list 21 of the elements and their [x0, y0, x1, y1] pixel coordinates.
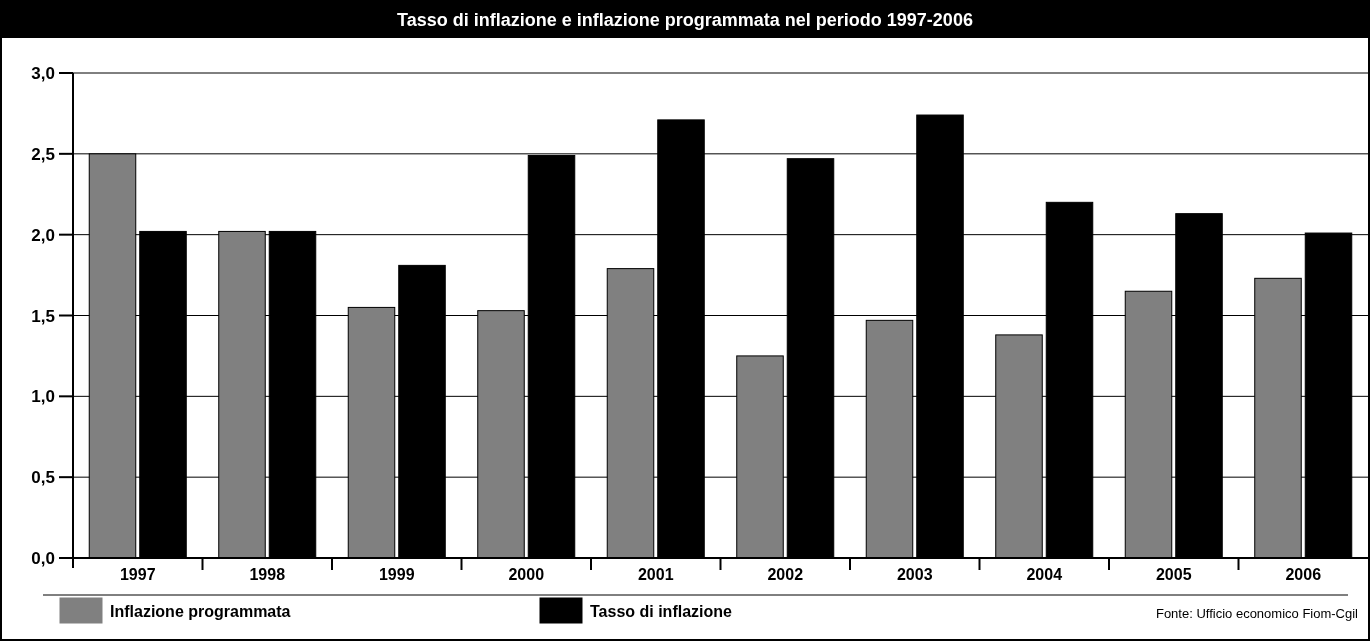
x-tick-label: 2005	[1155, 566, 1192, 583]
y-tick-label: 1,5	[31, 306, 55, 326]
x-tick-label: 1997	[119, 566, 156, 583]
x-tick-label: 2003	[896, 566, 933, 583]
y-tick-label: 3,0	[31, 64, 55, 83]
x-tick-label: 2002	[767, 566, 804, 583]
y-tick-label: 1,0	[31, 387, 55, 407]
legend-label: Inflazione programmata	[110, 603, 291, 620]
chart-title: Tasso di inflazione e inflazione programmata nel periodo 1997-2006	[397, 10, 973, 30]
y-tick-label: 2,0	[31, 225, 55, 245]
x-tick-label: 2000	[508, 566, 545, 583]
x-tick-label: 2001	[637, 566, 674, 583]
x-tick-label: 1999	[378, 566, 415, 583]
x-tick-label: 1998	[249, 566, 286, 583]
x-tick-label: 2004	[1026, 566, 1063, 583]
source-note: Fonte: Ufficio economico Fiom-Cgil	[1155, 606, 1359, 621]
x-tick-label: 2006	[1285, 566, 1322, 583]
y-tick-label: 0,5	[31, 468, 55, 488]
legend-label: Tasso di inflazione	[590, 603, 733, 620]
y-tick-label: 2,5	[31, 144, 55, 164]
y-tick-label: 0,0	[31, 549, 55, 568]
